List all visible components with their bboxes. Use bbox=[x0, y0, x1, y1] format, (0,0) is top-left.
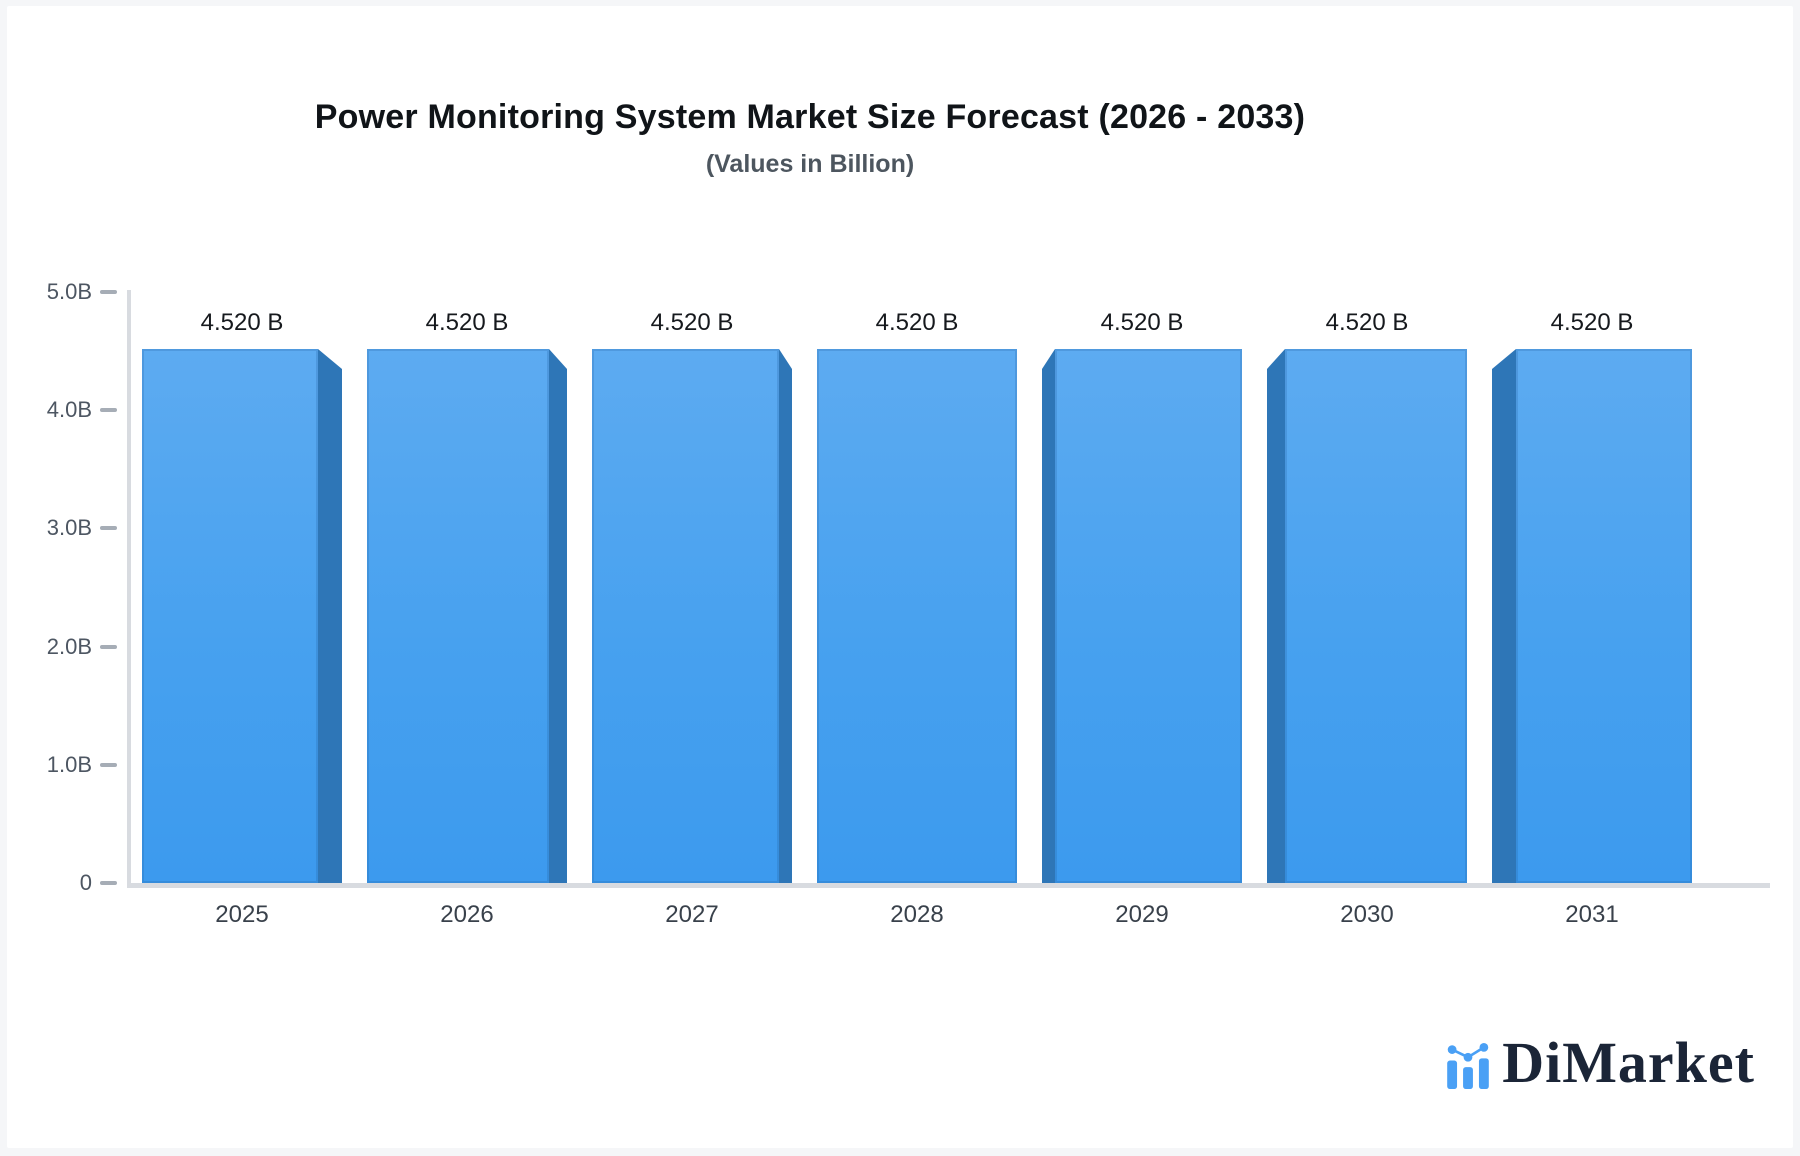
bar-side-panel bbox=[1492, 349, 1516, 883]
brand-logo: DiMarket bbox=[1447, 1034, 1755, 1092]
bar-2025 bbox=[142, 349, 318, 883]
bar-value-label: 4.520 B bbox=[1550, 309, 1634, 336]
y-axis-tick bbox=[100, 408, 117, 412]
x-axis-label-2028: 2028 bbox=[890, 901, 944, 928]
bar-2027 bbox=[592, 349, 779, 883]
x-axis-label-2029: 2029 bbox=[1115, 901, 1169, 928]
bar-value-label: 4.520 B bbox=[1100, 309, 1184, 336]
y-axis-line bbox=[127, 290, 131, 883]
y-axis-tick bbox=[100, 763, 117, 767]
bar-side-panel bbox=[779, 349, 792, 883]
y-axis-tick-label: 0 bbox=[79, 870, 92, 895]
y-axis-tick-label: 3.0B bbox=[46, 515, 92, 540]
y-axis-tick-label: 4.0B bbox=[46, 397, 92, 422]
x-axis-label-2031: 2031 bbox=[1565, 901, 1619, 928]
bar-value-label: 4.520 B bbox=[1325, 309, 1409, 336]
y-axis-tick bbox=[100, 881, 117, 885]
bar-value-label: 4.520 B bbox=[425, 309, 509, 336]
x-axis-baseline bbox=[127, 883, 1770, 888]
bar-2028 bbox=[817, 349, 1017, 883]
bar-value-label: 4.520 B bbox=[200, 309, 284, 336]
bar-value-label: 4.520 B bbox=[650, 309, 734, 336]
bar-side-panel bbox=[549, 349, 567, 883]
chart-subtitle: (Values in Billion) bbox=[705, 150, 915, 178]
bar-chart-logo-icon bbox=[1447, 1043, 1489, 1089]
x-axis-label-2030: 2030 bbox=[1340, 901, 1394, 928]
x-axis-label-2026: 2026 bbox=[440, 901, 494, 928]
bar-side-panel bbox=[1267, 349, 1285, 883]
bar-value-label: 4.520 B bbox=[875, 309, 959, 336]
bar-side-panel bbox=[1042, 349, 1055, 883]
y-axis-tick-label: 1.0B bbox=[46, 752, 92, 777]
bar-2029 bbox=[1055, 349, 1242, 883]
y-axis-tick-label: 5.0B bbox=[46, 279, 92, 304]
bar-2031 bbox=[1516, 349, 1692, 883]
x-axis-label-2027: 2027 bbox=[665, 901, 719, 928]
bar-2030 bbox=[1285, 349, 1467, 883]
brand-name: DiMarket bbox=[1502, 1030, 1755, 1095]
bar-side-panel bbox=[318, 349, 342, 883]
x-axis-label-2025: 2025 bbox=[215, 901, 269, 928]
bar-2026 bbox=[367, 349, 549, 883]
y-axis-tick bbox=[100, 290, 117, 294]
y-axis-tick bbox=[100, 526, 117, 530]
chart-title: Power Monitoring System Market Size Fore… bbox=[314, 98, 1306, 136]
y-axis-tick bbox=[100, 645, 117, 649]
y-axis-tick-label: 2.0B bbox=[46, 634, 92, 659]
